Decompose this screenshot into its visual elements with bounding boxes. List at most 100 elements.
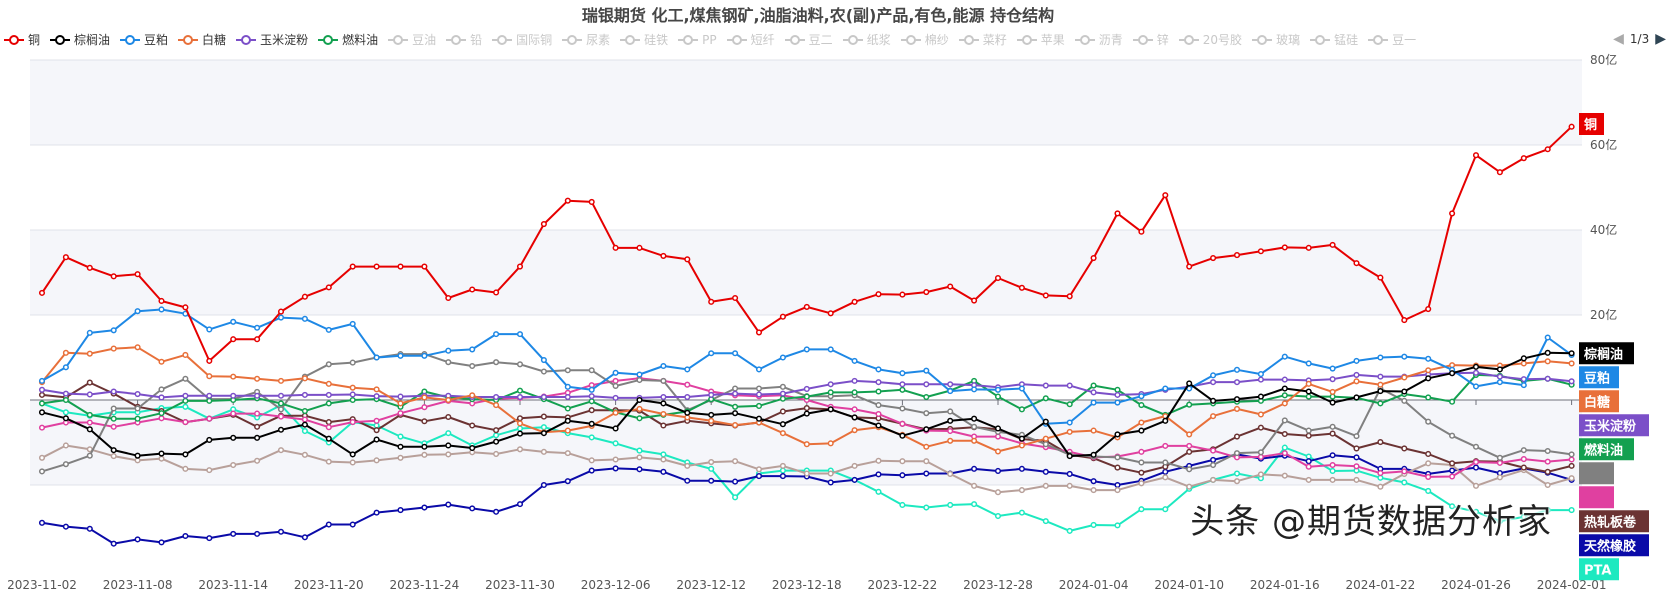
data-point[interactable] [636,376,643,384]
data-point[interactable] [1496,459,1503,466]
data-point[interactable] [1090,451,1097,458]
data-point[interactable] [230,530,237,537]
data-point[interactable] [1449,460,1456,467]
data-point[interactable] [206,535,213,542]
data-point[interactable] [1496,474,1503,481]
data-point[interactable] [1186,263,1193,270]
data-point[interactable] [158,539,165,546]
data-point[interactable] [493,393,500,401]
data-point[interactable] [1472,443,1480,450]
data-point[interactable] [947,388,954,395]
data-point[interactable] [1114,481,1121,489]
data-point[interactable] [254,434,261,441]
legend-item[interactable]: 国际铜 [492,31,552,48]
data-point[interactable] [708,417,715,424]
data-point[interactable] [732,458,739,465]
data-point[interactable] [230,434,237,441]
data-point[interactable] [230,392,237,399]
data-point[interactable] [1305,244,1312,251]
data-point[interactable] [1186,380,1193,387]
data-point[interactable] [86,452,93,459]
data-point[interactable] [588,393,595,400]
data-point[interactable] [1114,210,1121,217]
data-point[interactable] [158,297,165,305]
data-point[interactable] [827,406,834,413]
data-point[interactable] [588,198,595,205]
data-point[interactable] [86,350,93,357]
data-point[interactable] [110,423,117,430]
data-point[interactable] [158,455,165,462]
data-point[interactable] [62,396,69,404]
data-point[interactable] [1449,210,1456,217]
data-point[interactable] [660,468,667,475]
data-point[interactable] [397,263,404,270]
data-point[interactable] [923,426,930,433]
data-point[interactable] [875,410,882,418]
data-point[interactable] [684,414,691,421]
data-point[interactable] [110,540,117,547]
data-point[interactable] [827,479,834,486]
data-point[interactable] [732,403,739,410]
data-point[interactable] [1568,475,1575,482]
data-point[interactable] [1496,373,1503,380]
data-point[interactable] [899,472,906,479]
data-point[interactable] [1233,470,1241,477]
data-point[interactable] [1305,463,1312,470]
data-point[interactable] [1138,469,1145,476]
data-point[interactable] [373,386,380,393]
data-point[interactable] [923,393,930,401]
data-point[interactable] [1329,452,1336,459]
data-point[interactable] [182,397,189,404]
data-point[interactable] [325,380,332,387]
data-point[interactable] [301,408,308,415]
data-point[interactable] [230,318,237,325]
data-point[interactable] [1233,478,1241,485]
data-point[interactable] [660,252,667,259]
data-point[interactable] [875,422,882,429]
data-point[interactable] [588,434,595,441]
data-point[interactable] [134,452,141,459]
data-point[interactable] [1138,393,1145,400]
data-point[interactable] [779,421,786,428]
data-point[interactable] [899,432,906,439]
data-point[interactable] [1425,306,1432,313]
data-point[interactable] [1425,355,1432,362]
data-point[interactable] [1162,459,1169,466]
data-point[interactable] [660,451,667,458]
data-point[interactable] [38,377,46,384]
data-point[interactable] [732,390,739,397]
data-point[interactable] [1353,463,1360,470]
data-point[interactable] [1449,473,1456,480]
data-point[interactable] [564,405,571,412]
data-point[interactable] [947,283,954,290]
data-point[interactable] [636,454,643,461]
data-point[interactable] [325,326,332,333]
data-point[interactable] [493,427,500,434]
data-point[interactable] [1281,450,1288,457]
data-point[interactable] [1233,405,1241,412]
data-point[interactable] [110,273,117,280]
data-point[interactable] [1233,433,1241,440]
data-point[interactable] [1544,447,1551,455]
data-point[interactable] [779,473,786,480]
data-point[interactable] [1425,394,1432,401]
data-point[interactable] [779,395,786,402]
data-point[interactable] [971,501,978,508]
data-point[interactable] [851,377,858,384]
data-point[interactable] [1377,474,1384,481]
data-point[interactable] [540,393,547,401]
data-point[interactable] [779,462,786,469]
data-point[interactable] [1281,385,1288,392]
data-point[interactable] [684,393,691,401]
data-point[interactable] [1114,487,1121,494]
data-point[interactable] [277,426,285,433]
data-point[interactable] [373,263,380,270]
data-point[interactable] [86,329,93,336]
data-point[interactable] [38,400,46,407]
data-point[interactable] [38,391,46,398]
data-point[interactable] [1353,433,1360,440]
data-point[interactable] [349,359,356,366]
data-point[interactable] [1449,398,1456,405]
data-point[interactable] [325,424,332,431]
data-point[interactable] [779,383,786,390]
